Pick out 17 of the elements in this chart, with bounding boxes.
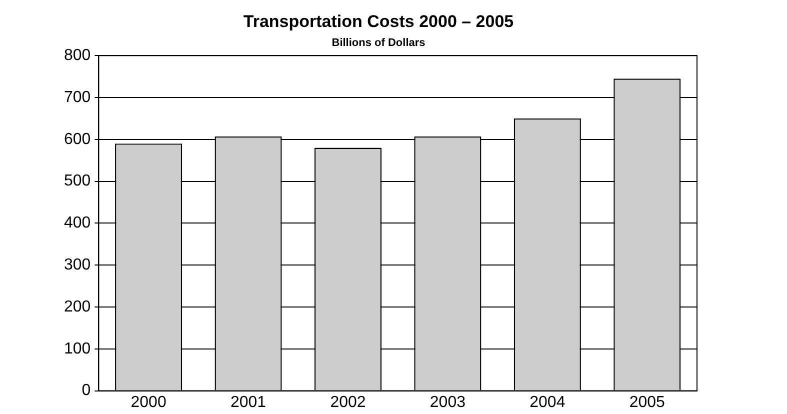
y-tick-label: 700	[64, 88, 91, 106]
y-tick-label: 400	[64, 214, 91, 232]
y-tick-label: 600	[64, 130, 91, 148]
x-tick-label: 2003	[430, 394, 466, 411]
x-tick-label: 2004	[530, 394, 566, 411]
y-tick-label: 500	[64, 172, 91, 190]
y-tick-label: 800	[64, 47, 91, 64]
y-tick-label: 0	[82, 382, 91, 400]
y-tick-label: 300	[64, 256, 91, 274]
y-tick-label: 200	[64, 298, 91, 316]
x-tick-label: 2000	[130, 394, 166, 411]
x-tick-label: 2001	[230, 394, 266, 411]
y-tick-label: 100	[64, 340, 91, 358]
chart-title: Transportation Costs 2000 – 2005	[243, 12, 514, 31]
chart-subtitle: Billions of Dollars	[332, 37, 426, 50]
x-tick-label: 2005	[629, 394, 666, 411]
x-tick-label: 2002	[330, 394, 366, 411]
